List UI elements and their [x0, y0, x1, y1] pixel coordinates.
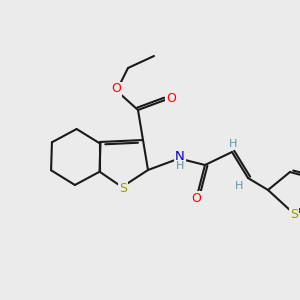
Text: N: N: [175, 149, 185, 163]
Text: H: H: [176, 161, 184, 171]
Text: O: O: [166, 92, 176, 106]
Text: O: O: [111, 82, 121, 95]
Text: H: H: [235, 181, 243, 191]
Text: S: S: [119, 182, 127, 194]
Text: H: H: [229, 139, 237, 149]
Text: S: S: [290, 208, 298, 221]
Text: O: O: [191, 191, 201, 205]
